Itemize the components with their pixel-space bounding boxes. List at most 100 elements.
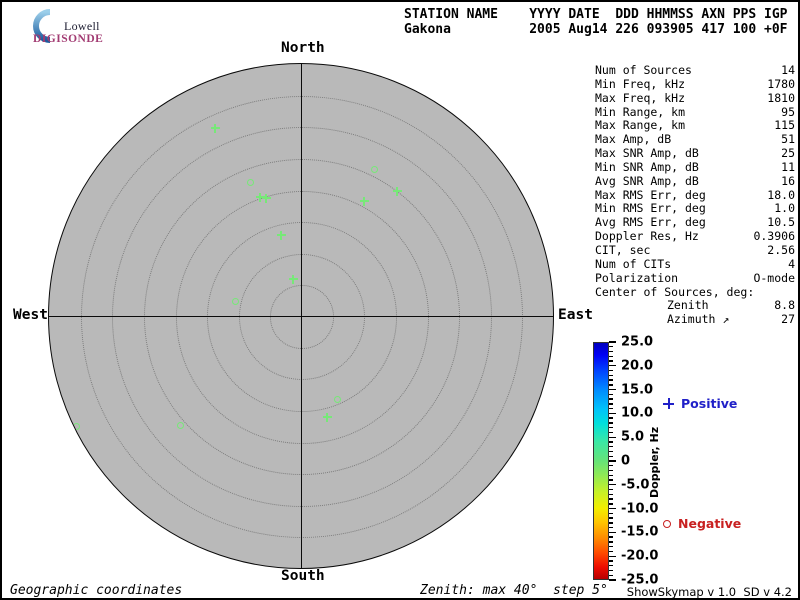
param-value: 18.0 [767, 187, 795, 202]
param-value: 1780 [767, 76, 795, 91]
param-label: Min Range, km [595, 104, 686, 119]
param-label: Avg RMS Err, deg [595, 215, 706, 230]
param-row: Min SNR Amp, dB 11 [595, 159, 795, 175]
colorbar-tick-label: -5.0 [621, 477, 650, 493]
colorbar-major-tick [609, 412, 616, 415]
colorbar-minor-tick [609, 522, 613, 524]
colorbar-major-tick [609, 365, 616, 367]
colorbar-minor-tick [609, 450, 613, 453]
source-marker-positive [322, 412, 332, 422]
param-label: Min Freq, kHz [595, 76, 686, 91]
colorbar-minor-tick [609, 526, 613, 529]
source-marker-positive [255, 192, 265, 202]
colorbar-tick-label: 25.0 [621, 334, 654, 350]
param-label: Zenith [667, 298, 709, 313]
param-label: Num of Sources [595, 63, 692, 77]
param-label: Max SNR Amp, dB [595, 146, 699, 161]
param-list: Num of Sources 14 Min Freq, kHz 1780 Max Fre… [595, 63, 795, 327]
param-label: Polarization [595, 270, 679, 285]
brand-digisonde: DIGISONDE [33, 33, 104, 45]
source-marker-positive [288, 274, 298, 284]
param-row: Max Range, km 115 [595, 119, 795, 133]
colorbar-tick-label: -25.0 [621, 572, 659, 588]
east-west-axis [49, 316, 553, 317]
colorbar-major-tick [609, 555, 616, 557]
zenith-ring [80, 95, 524, 539]
param-label: Center of Sources, deg: [595, 284, 755, 299]
source-marker-negative [231, 297, 239, 305]
colorbar-minor-tick [609, 545, 613, 548]
param-row: Avg SNR Amp, dB 16 [595, 173, 795, 189]
colorbar-minor-tick [609, 417, 613, 419]
compass-west-label: West [13, 307, 48, 323]
param-label: Max Freq, kHz [595, 90, 686, 105]
colorbar-tick-label: 20.0 [621, 358, 654, 374]
colorbar-minor-tick [609, 465, 613, 467]
colorbar-minor-tick [609, 565, 613, 567]
app-version-label: ShowSkymap v 1.0 SD v 4.2 [626, 585, 792, 599]
colorbar-minor-tick [609, 346, 613, 348]
legend-positive: Positive [663, 396, 737, 411]
param-row: Center of Sources, deg: [595, 284, 795, 300]
colorbar-tick-label: 15.0 [621, 382, 654, 398]
param-label: Min SNR Amp, dB [595, 159, 699, 174]
colorbar-minor-tick [609, 498, 613, 500]
station-header-labels: STATION NAME YYYY DATE DDD HHMMSS AXN PP… [404, 7, 788, 22]
colorbar-minor-tick [609, 550, 613, 553]
param-row: Max SNR Amp, dB 25 [595, 146, 795, 161]
param-value: 10.5 [767, 215, 795, 230]
colorbar-major-tick [609, 579, 616, 581]
colorbar-minor-tick [609, 407, 613, 410]
colorbar-minor-tick [609, 455, 613, 457]
param-value: 11 [781, 159, 795, 174]
param-value: 51 [781, 132, 795, 147]
colorbar-minor-tick [609, 422, 613, 424]
colorbar-minor-tick [609, 350, 613, 353]
colorbar-major-tick [609, 507, 616, 510]
param-value: 27 [781, 312, 795, 327]
param-row: Max Amp, dB 51 [595, 132, 795, 147]
compass-south-label: South [281, 568, 325, 584]
source-marker-negative [370, 165, 378, 173]
param-label: Num of CITs [595, 256, 672, 271]
param-row: Azimuth ↗ 27 [595, 312, 795, 327]
param-row: Num of CITs 4 [595, 256, 795, 272]
param-value: 95 [781, 104, 795, 119]
param-value: 16 [781, 173, 795, 188]
compass-north-label: North [281, 40, 325, 56]
param-value: 8.8 [774, 298, 795, 313]
colorbar-minor-tick [609, 503, 613, 505]
param-value: 4 [788, 256, 795, 271]
param-value: 115 [774, 118, 795, 133]
param-value: 1810 [767, 90, 795, 105]
skymap-plot [48, 63, 554, 569]
coordinates-label: Geographic coordinates [10, 583, 183, 598]
doppler-colorbar: 25.0 20.0 15.0 10.0 5.0 0 -5.0 -10.0 -15.0 -20.0 -… [593, 335, 703, 588]
colorbar-minor-tick [609, 355, 613, 357]
legend-positive-label: Positive [681, 396, 738, 411]
param-row: Zenith 8.8 [595, 298, 795, 313]
param-row: Num of Sources 14 [595, 63, 795, 78]
colorbar-minor-tick [609, 569, 613, 572]
zenith-range-label: Zenith: max 40° step 5° [420, 583, 608, 598]
colorbar-minor-tick [609, 541, 613, 543]
param-value: O-mode [753, 270, 795, 285]
colorbar-major-tick [609, 460, 616, 462]
colorbar-major-tick [609, 341, 616, 343]
param-label: Max RMS Err, deg [595, 187, 706, 202]
param-label: Avg SNR Amp, dB [595, 173, 699, 188]
param-value: 14 [781, 63, 795, 77]
colorbar-tick-label: -10.0 [621, 501, 659, 517]
param-label: CIT, sec [595, 242, 651, 257]
colorbar-minor-tick [609, 469, 613, 472]
source-marker-positive [392, 186, 402, 196]
colorbar-minor-tick [609, 431, 613, 434]
colorbar-minor-tick [609, 426, 613, 429]
colorbar-tick-label: -15.0 [621, 524, 659, 540]
crescent-icon [33, 9, 51, 43]
colorbar-minor-tick [609, 512, 613, 515]
colorbar-minor-tick [609, 446, 613, 448]
circle-marker-icon [663, 519, 671, 528]
param-row: Polarization O-mode [595, 270, 795, 286]
